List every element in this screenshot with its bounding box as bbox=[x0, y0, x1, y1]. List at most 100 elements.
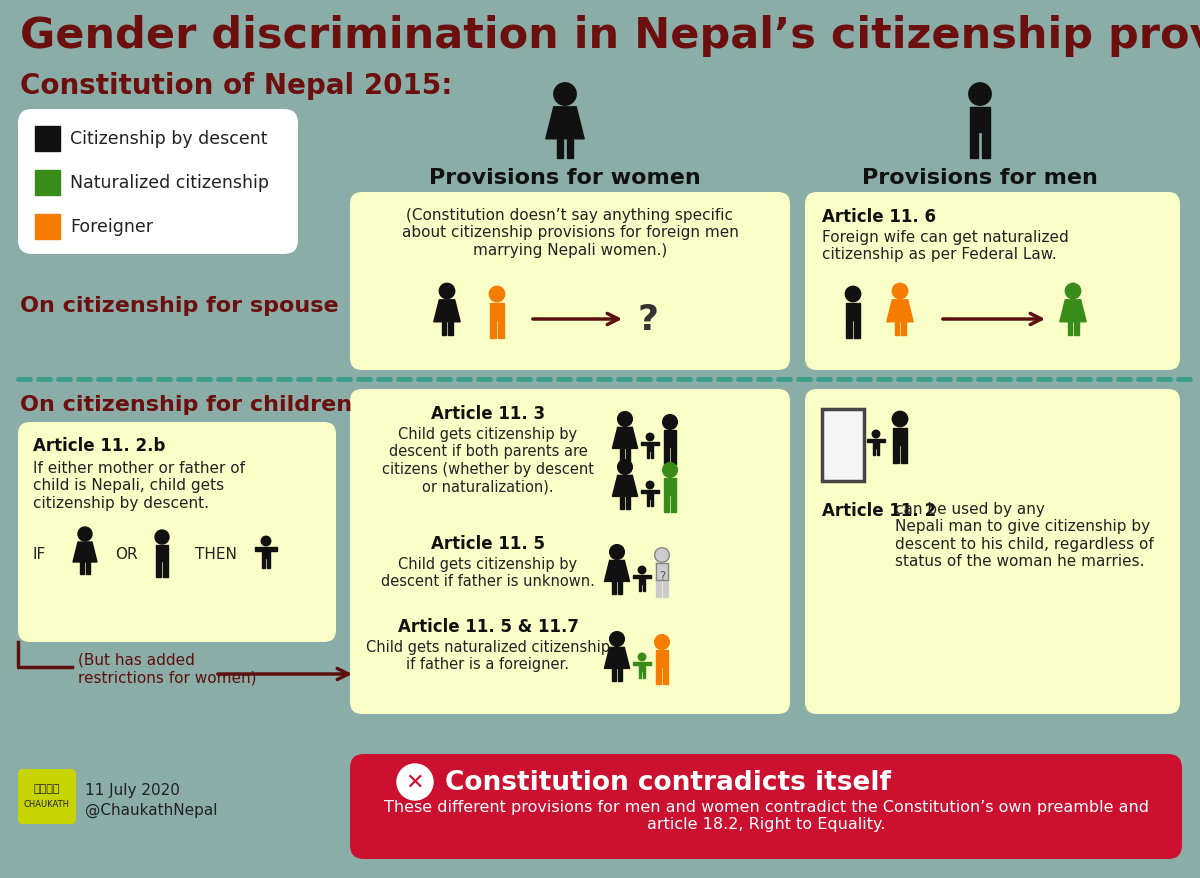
Polygon shape bbox=[647, 442, 653, 451]
Bar bbox=[35, 126, 60, 152]
Circle shape bbox=[662, 463, 677, 478]
Polygon shape bbox=[653, 490, 659, 493]
Polygon shape bbox=[641, 442, 647, 445]
Polygon shape bbox=[640, 671, 641, 678]
Circle shape bbox=[845, 287, 860, 302]
Polygon shape bbox=[664, 496, 668, 513]
Bar bbox=[822, 409, 864, 481]
Polygon shape bbox=[612, 582, 616, 594]
Polygon shape bbox=[655, 667, 661, 684]
Text: Provisions for men: Provisions for men bbox=[862, 168, 1098, 188]
Text: ?: ? bbox=[659, 570, 665, 583]
Polygon shape bbox=[650, 451, 653, 458]
Polygon shape bbox=[643, 671, 646, 678]
Text: Constitution contradicts itself: Constitution contradicts itself bbox=[445, 769, 890, 795]
Polygon shape bbox=[546, 108, 584, 140]
Polygon shape bbox=[254, 547, 262, 551]
Polygon shape bbox=[156, 545, 168, 561]
Polygon shape bbox=[270, 547, 277, 551]
Polygon shape bbox=[982, 133, 990, 159]
Polygon shape bbox=[650, 499, 653, 507]
Polygon shape bbox=[646, 575, 650, 578]
Polygon shape bbox=[619, 497, 624, 509]
Circle shape bbox=[647, 482, 654, 489]
Polygon shape bbox=[893, 428, 907, 446]
Polygon shape bbox=[634, 662, 640, 665]
Circle shape bbox=[155, 530, 169, 544]
Circle shape bbox=[968, 83, 991, 106]
Polygon shape bbox=[671, 448, 677, 464]
Polygon shape bbox=[874, 448, 875, 456]
Polygon shape bbox=[1060, 300, 1086, 322]
Circle shape bbox=[638, 653, 646, 661]
Polygon shape bbox=[498, 321, 504, 339]
Circle shape bbox=[262, 536, 271, 546]
Text: Foreigner: Foreigner bbox=[70, 218, 154, 235]
Polygon shape bbox=[626, 497, 630, 509]
Circle shape bbox=[610, 632, 624, 646]
Polygon shape bbox=[1074, 322, 1079, 335]
Polygon shape bbox=[664, 479, 677, 496]
Polygon shape bbox=[894, 322, 899, 335]
Circle shape bbox=[490, 287, 505, 302]
Polygon shape bbox=[640, 584, 641, 591]
Circle shape bbox=[638, 566, 646, 574]
FancyBboxPatch shape bbox=[350, 390, 790, 714]
Polygon shape bbox=[491, 321, 496, 339]
FancyBboxPatch shape bbox=[805, 390, 1180, 714]
Polygon shape bbox=[655, 651, 668, 667]
Text: CHAUKATH: CHAUKATH bbox=[24, 799, 70, 808]
Polygon shape bbox=[878, 439, 886, 442]
Text: 11 July 2020: 11 July 2020 bbox=[85, 782, 180, 797]
Polygon shape bbox=[619, 449, 624, 462]
Polygon shape bbox=[641, 490, 647, 493]
Text: Article 11. 2: Article 11. 2 bbox=[822, 501, 936, 520]
Bar bbox=[35, 171, 60, 196]
Text: Article 11. 5 & 11.7: Article 11. 5 & 11.7 bbox=[397, 617, 578, 636]
Text: Article 11. 3: Article 11. 3 bbox=[431, 405, 545, 422]
Circle shape bbox=[662, 415, 677, 430]
Polygon shape bbox=[846, 304, 859, 321]
Circle shape bbox=[1066, 284, 1081, 299]
Polygon shape bbox=[73, 543, 97, 563]
Text: (But has added
restrictions for women): (But has added restrictions for women) bbox=[78, 652, 257, 685]
Polygon shape bbox=[866, 439, 874, 442]
Polygon shape bbox=[605, 648, 630, 669]
Text: These different provisions for men and women contradict the Constitution’s own p: These different provisions for men and w… bbox=[384, 799, 1148, 831]
Polygon shape bbox=[854, 321, 859, 339]
Polygon shape bbox=[612, 476, 637, 497]
Polygon shape bbox=[901, 322, 906, 335]
Circle shape bbox=[872, 431, 880, 438]
Text: Foreign wife can get naturalized
citizenship as per Federal Law.: Foreign wife can get naturalized citizen… bbox=[822, 230, 1069, 263]
Polygon shape bbox=[647, 490, 653, 499]
Polygon shape bbox=[163, 561, 168, 578]
Circle shape bbox=[655, 548, 670, 563]
Text: On citizenship for children: On citizenship for children bbox=[20, 394, 352, 414]
Polygon shape bbox=[86, 563, 90, 574]
Polygon shape bbox=[640, 575, 646, 584]
Polygon shape bbox=[646, 662, 650, 665]
Polygon shape bbox=[874, 439, 878, 448]
Text: Child gets naturalized citizenship
if father is a foreigner.: Child gets naturalized citizenship if fa… bbox=[366, 639, 610, 672]
Polygon shape bbox=[612, 669, 616, 681]
Text: can be used by any
Nepali man to give citizenship by
descent to his child, regar: can be used by any Nepali man to give ci… bbox=[895, 501, 1153, 569]
Text: ?: ? bbox=[638, 303, 659, 336]
Polygon shape bbox=[655, 580, 661, 597]
Text: Article 11. 5: Article 11. 5 bbox=[431, 535, 545, 552]
Circle shape bbox=[397, 764, 433, 800]
Text: Article 11. 2.b: Article 11. 2.b bbox=[34, 436, 166, 455]
Polygon shape bbox=[664, 431, 677, 448]
Circle shape bbox=[893, 284, 907, 299]
FancyBboxPatch shape bbox=[350, 754, 1182, 859]
Polygon shape bbox=[846, 321, 852, 339]
Text: Provisions for women: Provisions for women bbox=[430, 168, 701, 188]
Text: Citizenship by descent: Citizenship by descent bbox=[70, 130, 268, 148]
Polygon shape bbox=[491, 304, 504, 321]
Circle shape bbox=[439, 284, 455, 299]
Polygon shape bbox=[566, 140, 574, 159]
Circle shape bbox=[618, 460, 632, 475]
Polygon shape bbox=[664, 448, 668, 464]
Polygon shape bbox=[655, 564, 668, 580]
Text: Constitution of Nepal 2015:: Constitution of Nepal 2015: bbox=[20, 72, 452, 100]
Polygon shape bbox=[971, 133, 978, 159]
